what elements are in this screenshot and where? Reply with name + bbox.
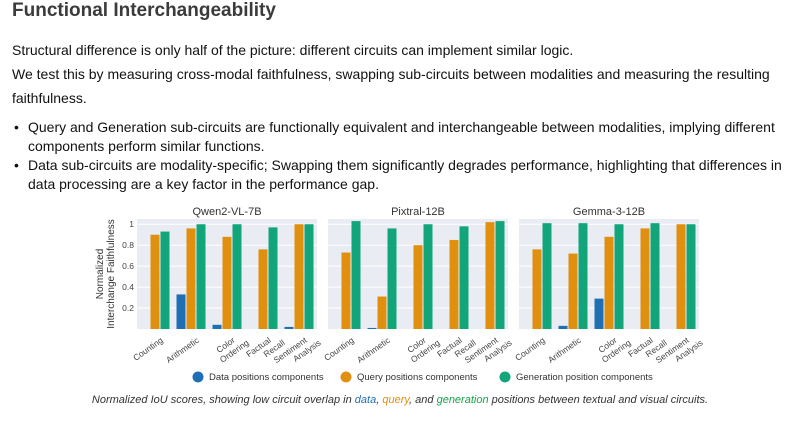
bar — [686, 224, 696, 329]
bar — [377, 296, 387, 329]
bar — [284, 326, 294, 329]
caption-suffix: positions between textual and visual cir… — [488, 394, 709, 406]
bar — [604, 236, 614, 329]
figure-caption: Normalized IoU scores, showing low circu… — [0, 394, 800, 406]
chart-panel-title: Qwen2-VL-7B — [192, 206, 261, 218]
legend-swatch — [192, 371, 204, 383]
page-title: Functional Interchangeability — [12, 0, 276, 21]
bar — [558, 325, 568, 329]
y-tick-label: 0.2 — [122, 303, 134, 313]
y-tick-label: 0.4 — [122, 282, 134, 292]
legend-label: Data positions components — [209, 372, 324, 383]
bar — [341, 252, 351, 329]
x-tick-label: SentimentAnalysis — [272, 329, 323, 373]
bar — [495, 221, 505, 329]
x-tick-label: Arithmetic — [546, 335, 583, 365]
caption-prefix: Normalized IoU scores, showing low circu… — [91, 394, 355, 406]
legend-label: Query positions components — [357, 372, 478, 383]
bar — [532, 249, 542, 329]
bar — [186, 228, 196, 329]
bar — [232, 224, 242, 329]
bar — [459, 226, 469, 329]
bar — [212, 324, 222, 329]
x-tick-label: SentimentAnalysis — [463, 329, 514, 373]
finding-item: • Query and Generation sub-circuits are … — [12, 118, 788, 156]
findings-list: • Query and Generation sub-circuits are … — [12, 118, 788, 194]
y-tick-label: 0.8 — [122, 240, 134, 250]
caption-generation-word: generation — [436, 394, 489, 406]
bar — [594, 298, 604, 329]
intro-paragraph-1: Structural difference is only half of th… — [12, 42, 574, 58]
bar — [413, 245, 423, 329]
faithfulness-bar-chart: NormalizedInterchange Faithfulness 0.2 0.4… — [95, 206, 705, 383]
x-tick-label: Counting — [513, 335, 547, 363]
bar — [304, 224, 314, 329]
legend-swatch — [499, 371, 511, 383]
bar — [258, 249, 268, 329]
legend-label: Generation position components — [516, 372, 653, 383]
bar — [485, 222, 495, 329]
x-tick-label: Arithmetic — [355, 335, 392, 365]
bar — [640, 228, 650, 329]
finding-text: Query and Generation sub-circuits are fu… — [28, 119, 775, 154]
bar — [387, 228, 397, 329]
caption-query-word: query — [382, 394, 410, 406]
x-tick-label: SentimentAnalysis — [654, 329, 705, 373]
bar — [222, 236, 232, 329]
bar — [351, 221, 361, 329]
bullet-icon: • — [14, 157, 19, 173]
x-tick-label: ColorOrdering — [594, 329, 633, 365]
bar — [423, 224, 433, 329]
caption-sep-1: , — [376, 394, 383, 406]
x-tick-label: ColorOrdering — [403, 329, 442, 365]
bar — [542, 223, 552, 329]
bar — [578, 223, 588, 329]
caption-data-word: data — [354, 394, 377, 406]
bar — [367, 327, 377, 329]
finding-text: Data sub-circuits are modality-specific;… — [28, 157, 782, 192]
bar — [176, 294, 186, 329]
bar — [268, 227, 278, 329]
x-tick-label: Arithmetic — [164, 335, 201, 365]
caption-sep-2: , and — [409, 394, 437, 406]
x-tick-label: Counting — [322, 335, 356, 363]
chart-panel-title: Pixtral-12B — [391, 206, 445, 218]
finding-item: • Data sub-circuits are modality-specifi… — [12, 156, 788, 194]
bar — [568, 253, 578, 329]
bar — [294, 224, 304, 329]
y-tick-label: 0.6 — [122, 261, 134, 271]
intro-paragraph-2: We test this by measuring cross-modal fa… — [12, 66, 770, 106]
bar — [150, 234, 160, 329]
y-axis-label: NormalizedInterchange Faithfulness — [95, 219, 117, 329]
bar — [160, 231, 170, 329]
chart-panel-title: Gemma-3-12B — [573, 206, 645, 218]
bullet-icon: • — [14, 119, 19, 135]
bar — [614, 224, 624, 329]
y-tick-label: 1 — [129, 219, 134, 229]
legend-swatch — [340, 371, 352, 383]
bar — [676, 224, 686, 329]
x-tick-label: Counting — [131, 335, 165, 363]
bar — [650, 223, 660, 329]
bar — [196, 224, 206, 329]
bar — [449, 239, 459, 329]
x-tick-label: ColorOrdering — [212, 329, 251, 365]
